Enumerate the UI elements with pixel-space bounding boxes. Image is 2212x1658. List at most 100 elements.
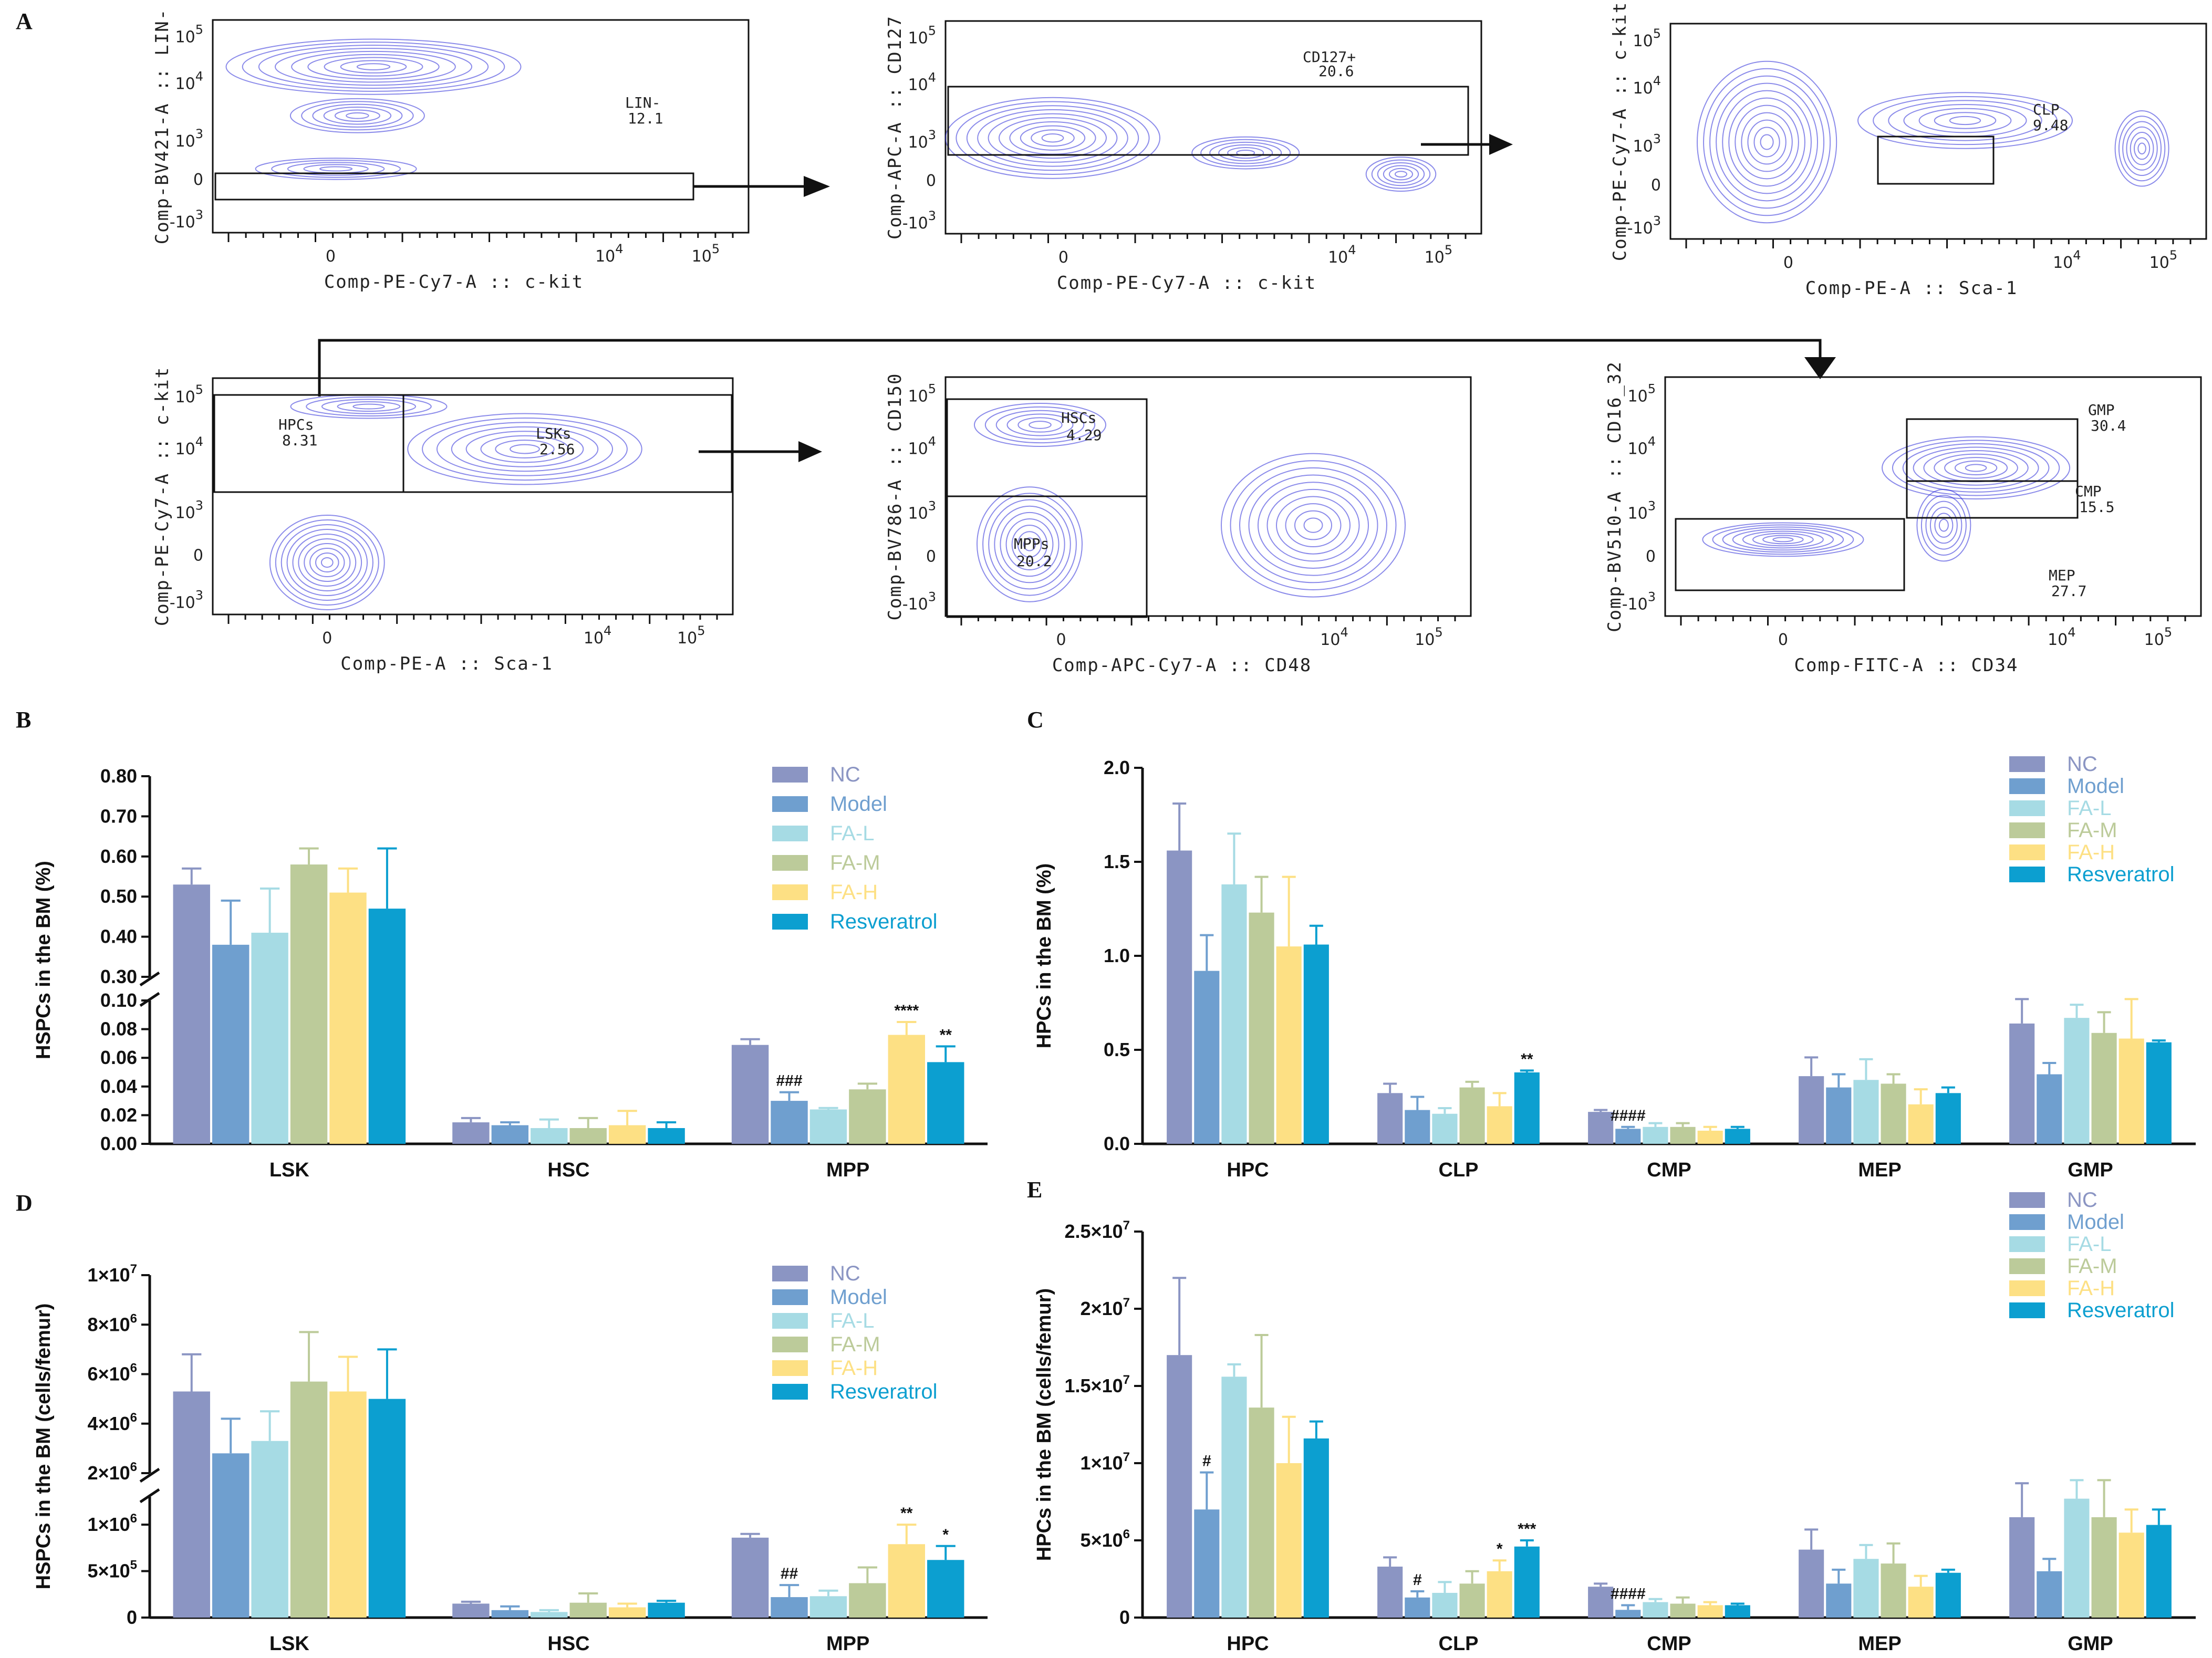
bar-nc-mpp [731, 1537, 769, 1618]
bar-resveratrol-hsc [648, 1602, 685, 1618]
bar-nc-lsk [173, 884, 210, 1144]
flow-x-tick-label: 104 [2053, 248, 2081, 272]
contour-line [1753, 127, 1780, 158]
gate-value-gmp: 30.4 [2091, 417, 2126, 434]
flow-plot-3-gates: CLP 9.48 [1877, 101, 2068, 185]
contour-line [1000, 512, 1060, 577]
contour-line [1266, 488, 1360, 562]
bar-model-mep [1826, 1087, 1852, 1144]
contour-line [242, 41, 505, 92]
axis-break-mark [139, 1488, 160, 1504]
bar-fa-m-hsc [569, 1128, 607, 1144]
legend-entry: Model [830, 1286, 887, 1309]
gate-label-mpps: MPPs [1014, 535, 1049, 552]
flow-y-tick-label: 103 [175, 498, 203, 523]
contour-line [436, 422, 614, 476]
bar-fa-m-lsk [290, 1381, 328, 1618]
legend-swatch [772, 1360, 808, 1376]
legend-entry: FA-M [2067, 1255, 2117, 1278]
legend-entry: FA-H [830, 881, 878, 904]
flow-y-tick-label: 105 [908, 381, 936, 405]
flow-y-tick-label: 0 [1651, 176, 1661, 195]
contour-line [994, 505, 1065, 583]
contour-line [945, 97, 1160, 179]
category-group-mep: MEP [1799, 1056, 1961, 1181]
contour-line [999, 117, 1107, 159]
contour-line [271, 160, 401, 178]
contour-line [286, 529, 368, 596]
contour-line [324, 57, 423, 77]
contour-line [1913, 446, 2039, 489]
category-label: HSC [547, 1633, 589, 1655]
contour-line [1920, 495, 1967, 556]
flow-x-tick-label: 104 [2048, 625, 2075, 649]
flow-x-tick-label: 0 [1778, 631, 1788, 649]
flow-plot-1-gates: LIN- 12.1 [214, 94, 694, 201]
bar-fa-m-mpp [849, 1089, 886, 1144]
contour-line [2130, 132, 2154, 165]
contour-line [1892, 440, 2060, 496]
category-label: LSK [269, 1159, 310, 1181]
contour-line [1934, 112, 1997, 129]
contour-line [1902, 443, 2050, 493]
bar-fa-h-clp [1487, 1106, 1512, 1144]
y-tick-label: 0 [1119, 1607, 1130, 1628]
contour-line [1011, 525, 1048, 564]
contour-line [2134, 137, 2151, 160]
legend-entry: FA-L [2067, 797, 2111, 820]
category-group-lsk: LSK [173, 1331, 406, 1655]
contour-line [301, 101, 414, 131]
flow-x-tick-label: 105 [2149, 248, 2177, 272]
category-group-gmp: GMP [2009, 1479, 2172, 1655]
y-tick-label: 0 [127, 1607, 137, 1628]
bar-resveratrol-hpc [1303, 944, 1329, 1144]
contour-line [1712, 524, 1854, 555]
flow-y-tick-label: 105 [1628, 381, 1656, 405]
flow-x-tick-label: 104 [595, 242, 623, 266]
flow-y-tick-label: 104 [1633, 74, 1661, 98]
flow-y-tick-label: -103 [1627, 214, 1661, 238]
legend-entry: NC [2067, 753, 2097, 776]
significance-label: # [1413, 1571, 1422, 1589]
flow-y-tick-label: 0 [1646, 547, 1656, 566]
flow-y-axis-label: Comp-APC-A :: CD127 [885, 15, 906, 239]
legend-entry: NC [2067, 1188, 2097, 1212]
axis-break-mark [139, 1467, 160, 1483]
flow-x-tick-label: 104 [1328, 243, 1356, 267]
contour-line [1934, 513, 1954, 538]
flow-y-tick-label: 105 [908, 23, 936, 47]
flow-y-tick-label: 103 [908, 128, 936, 152]
chart-C: 0.0 0.5 1.0 1.5 2.0 HPCs in the BM (%) HPC ** CL… [1033, 753, 2196, 1181]
bar-model-hpc [1194, 971, 1220, 1144]
contour-line [977, 109, 1128, 167]
contour-line [988, 113, 1118, 163]
legend-swatch [772, 884, 808, 900]
legend-entry: FA-H [2067, 841, 2115, 864]
contour-line [1702, 522, 1864, 557]
bar-fa-l-lsk [251, 1441, 288, 1618]
y-tick-label: 2×107 [1081, 1296, 1130, 1319]
bar-resveratrol-hpc [1303, 1438, 1329, 1618]
flow-x-axis-label: Comp-PE-A :: Sca-1 [340, 653, 553, 674]
flow-y-tick-label: 103 [175, 127, 203, 151]
legend-entry: Model [2067, 775, 2124, 798]
contour-line [422, 417, 628, 481]
contour-line [1747, 119, 1787, 165]
flow-y-tick-label: -103 [1622, 589, 1656, 613]
legend-swatch [2009, 867, 2045, 882]
legend-entry: FA-L [2067, 1233, 2111, 1256]
contour-line [334, 109, 380, 122]
contour-line [2114, 110, 2169, 187]
chart-axes: 0 5×105 1×106 2×106 4×106 6×106 8×106 1×107 [88, 1262, 988, 1628]
bar-fa-m-gmp [2091, 1033, 2117, 1144]
contour-line [465, 431, 584, 467]
gate-label-clp: CLP [2033, 101, 2060, 118]
legend-swatch [772, 796, 808, 812]
contour-line [977, 486, 1083, 602]
bar-fa-h-hpc [1276, 946, 1302, 1144]
flow-y-axis-label: Comp-PE-Cy7-A :: c-kit [152, 367, 173, 626]
flow-x-tick-label: 0 [1056, 631, 1066, 649]
